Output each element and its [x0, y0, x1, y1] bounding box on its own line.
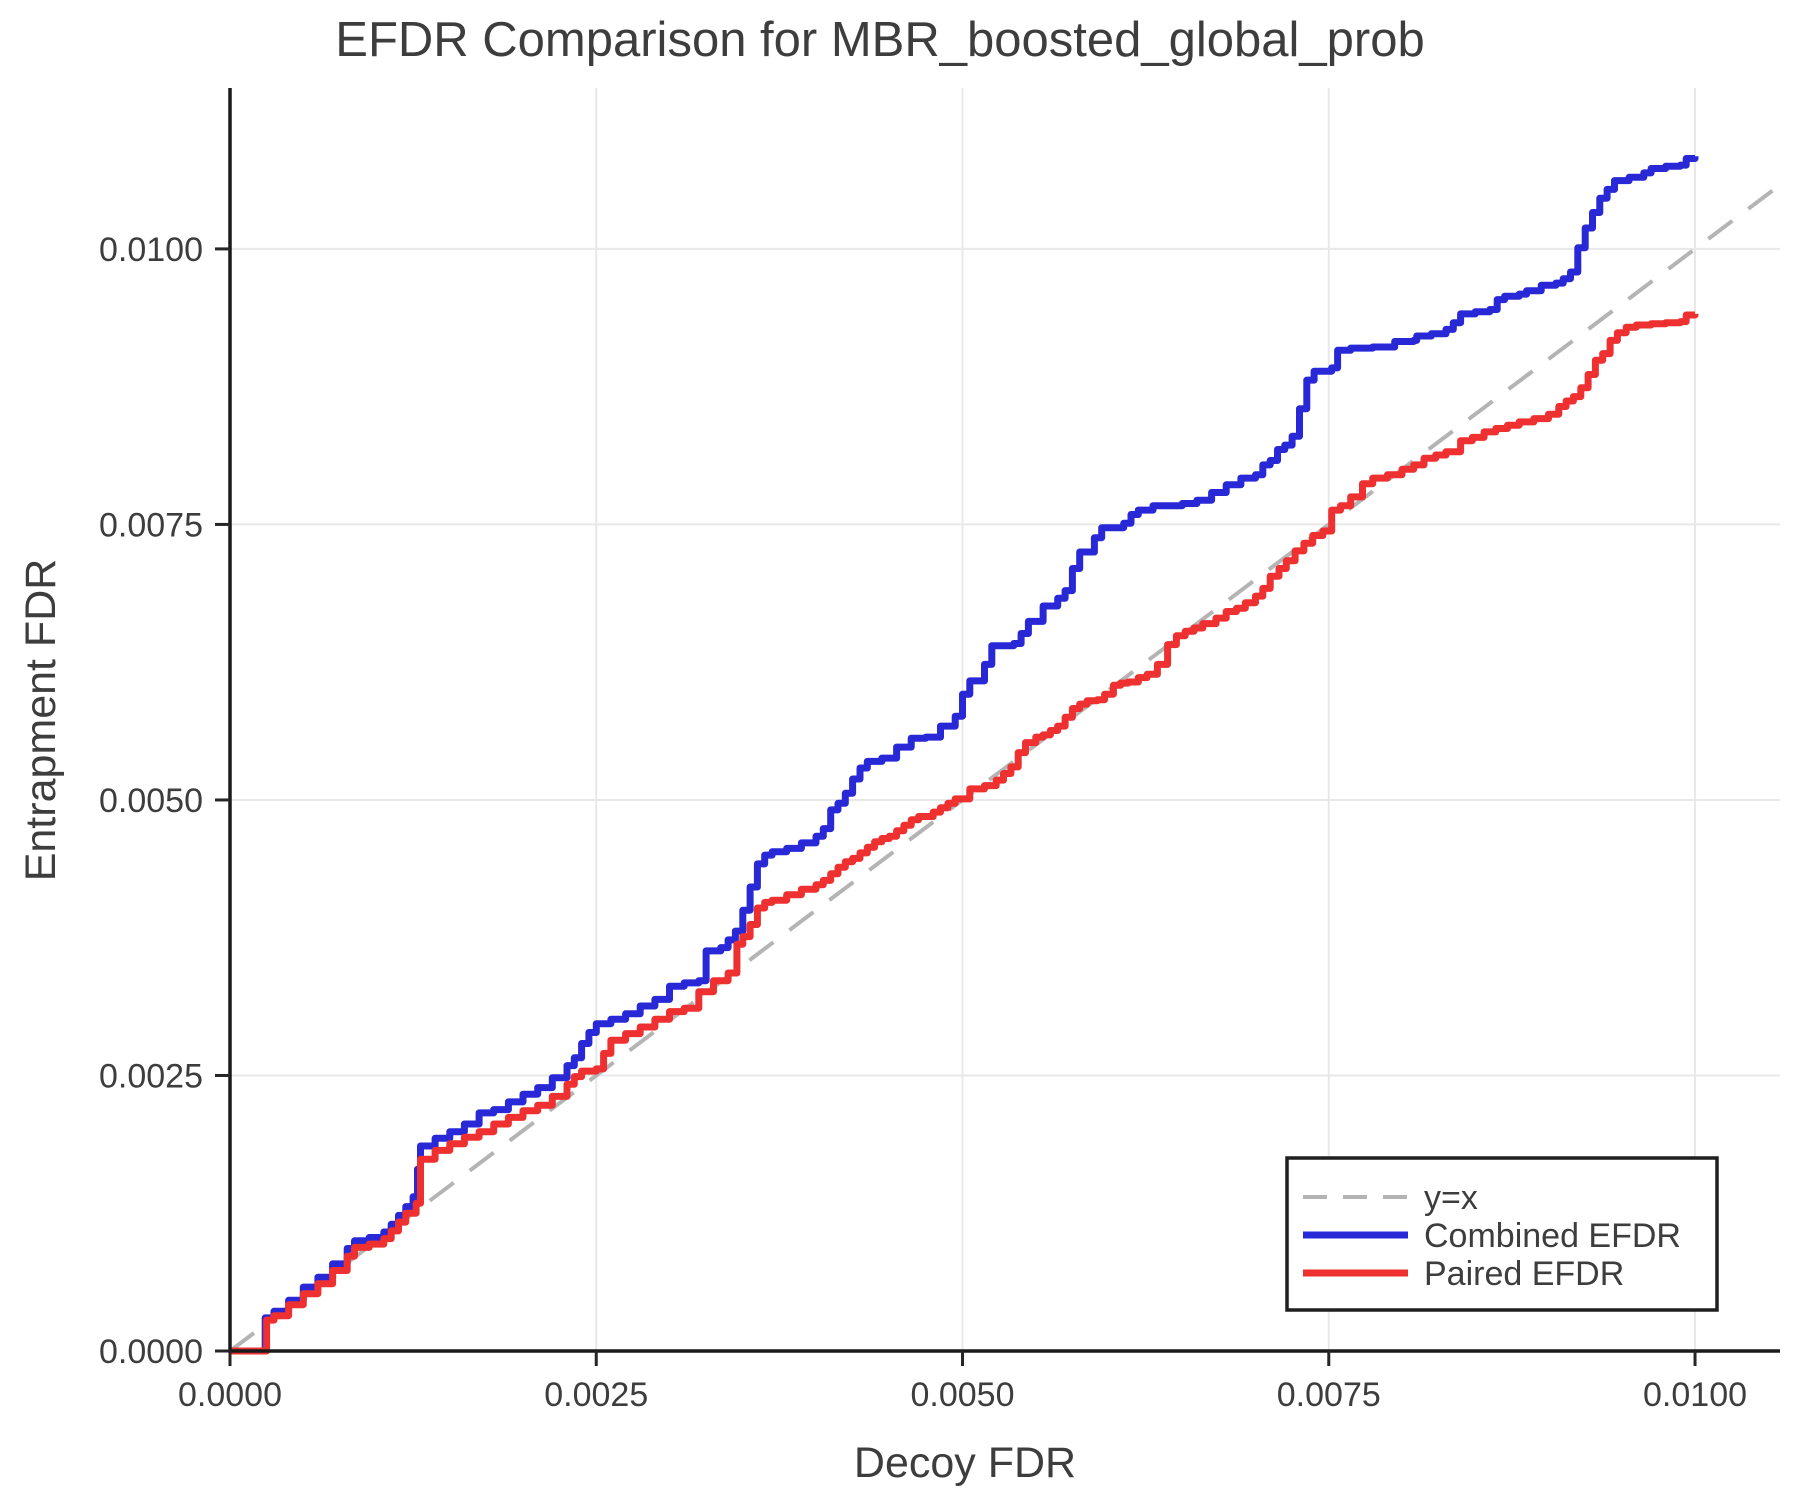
tick-marks-and-labels: 0.0000 0.0025 0.0050 0.0075 0.0100 0.0000 0.00… [99, 231, 1747, 1414]
paired-efdr-line [230, 311, 1699, 1355]
legend-paired-label: Paired EFDR [1424, 1255, 1624, 1293]
y-axis-label: Entrapment FDR [17, 559, 65, 882]
legend-identity-label: y=x [1424, 1179, 1478, 1217]
x-axis-label: Decoy FDR [854, 1439, 1076, 1487]
y-tick-label: 0.0000 [99, 1333, 203, 1371]
identity-line [228, 183, 1782, 1353]
x-tick-label: 0.0050 [911, 1376, 1015, 1414]
legend: y=x Combined EFDR Paired EFDR [1285, 1156, 1719, 1312]
axes-spines [228, 88, 1780, 1353]
y-tick-label: 0.0025 [99, 1057, 203, 1095]
chart-title: EFDR Comparison for MBR_boosted_global_p… [335, 13, 1424, 67]
combined-efdr-line [230, 155, 1699, 1355]
y-tick-label: 0.0100 [99, 231, 203, 269]
legend-combined-label: Combined EFDR [1424, 1217, 1681, 1255]
x-tick-label: 0.0025 [544, 1376, 648, 1414]
y-tick-label: 0.0050 [99, 782, 203, 820]
y-tick-label: 0.0075 [99, 506, 203, 544]
x-tick-label: 0.0000 [178, 1376, 282, 1414]
x-tick-label: 0.0100 [1643, 1376, 1747, 1414]
x-tick-label: 0.0075 [1277, 1376, 1381, 1414]
